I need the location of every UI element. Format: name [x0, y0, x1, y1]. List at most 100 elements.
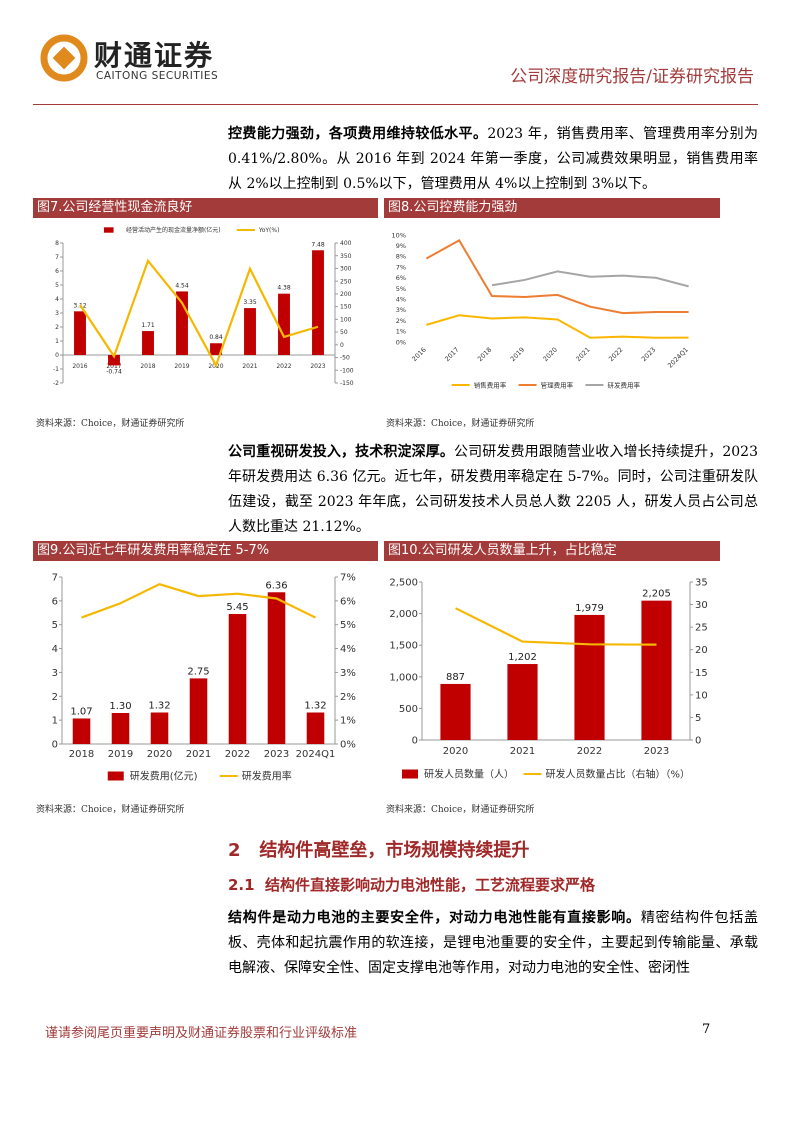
x-tick-label: 2021 [574, 346, 591, 363]
source: 资料来源：Choice，财通证券研究所 [36, 419, 185, 429]
tick-label: 6% [396, 274, 406, 282]
bar [440, 683, 471, 740]
logo-cn: 财通证券 [94, 39, 215, 72]
data-label: 7.48 [311, 241, 325, 248]
bar [210, 343, 222, 355]
lead: 结构件是动力电池的主要安全件，对动力电池性能有直接影响。 [228, 910, 641, 926]
tick-label: 50 [340, 329, 348, 336]
tick-label: 4 [55, 296, 59, 303]
legend-swatch [402, 769, 418, 779]
legend-swatch [107, 771, 124, 781]
tick-label: 4 [52, 644, 58, 655]
tick-label: -50 [340, 355, 350, 362]
data-label: 5.45 [226, 602, 248, 613]
x-tick-label: 2024Q1 [666, 346, 690, 370]
data-label: 1.71 [141, 322, 155, 329]
bar [244, 308, 256, 355]
figure-title: 图10.公司研发人员数量上升，占比稳定 [384, 541, 720, 561]
tick-label: 1,000 [389, 672, 418, 683]
x-tick-label: 2020 [147, 749, 172, 760]
tick-label: 200 [340, 291, 352, 298]
bar [641, 600, 672, 740]
line [81, 582, 316, 619]
x-tick-label: 2019 [108, 749, 133, 760]
tick-label: 250 [340, 278, 352, 285]
tick-label: 0 [52, 740, 58, 751]
text: 精密结构件包括盖板、壳体和起抗震作用的软连接，是锂电池重要的安全件，主要起到传输… [228, 910, 759, 976]
x-tick-label: 2023 [640, 346, 657, 363]
tick-label: 35 [695, 578, 708, 589]
line [491, 270, 689, 288]
tick-label: 10% [392, 231, 406, 239]
lead: 公司重视研发投入，技术积淀深厚。 [228, 444, 454, 460]
x-tick-label: 2022 [577, 746, 602, 757]
x-tick-label: 2022 [225, 749, 250, 760]
source: 资料来源：Choice，财通证券研究所 [386, 805, 535, 815]
tick-label: 100 [340, 316, 352, 323]
tick-label: 6 [55, 268, 59, 275]
data-label: 0.84 [209, 334, 223, 341]
text: 2023 年，销售费用率、管理费用率分别为 0.41%/2.80%。从 2016… [228, 126, 759, 192]
figure-title: 图7.公司经营性现金流良好 [33, 198, 378, 218]
tick-label: 0 [340, 342, 344, 349]
tick-label: 0 [695, 736, 701, 747]
logo-en: CAITONG SECURITIES [96, 70, 219, 82]
x-tick-label: 2019 [509, 346, 526, 363]
tick-label: 0% [396, 338, 406, 346]
bar [150, 712, 169, 744]
section-heading: 2 结构件高壁垒，市场规模持续提升 [228, 836, 529, 862]
lead: 控费能力强劲，各项费用维持较低水平。 [228, 126, 488, 142]
tick-label: 3% [340, 668, 356, 679]
x-tick-label: 2021 [242, 363, 257, 370]
legend-label: YoY(%) [258, 227, 280, 234]
tick-label: 9% [396, 242, 406, 250]
bar [108, 355, 120, 366]
x-tick-label: 2020 [542, 346, 559, 363]
data-label: 1,979 [575, 603, 604, 614]
figure-title: 图8.公司控费能力强劲 [384, 198, 720, 218]
data-label: 6.36 [265, 580, 287, 591]
x-tick-label: 2023 [310, 363, 325, 370]
tick-label: 0% [340, 740, 356, 751]
chart: 0 1 2 3 4 5 6 7 0% 1% 2% 3% 4% 5% 6% 7% 2018 2019 2020 2021… [52, 573, 356, 783]
page-number: 7 [702, 1022, 711, 1037]
bar [267, 592, 286, 744]
data-label: 1.07 [70, 706, 92, 717]
data-label: 2,205 [642, 589, 671, 600]
tick-label: 2 [52, 692, 58, 703]
bar [176, 291, 188, 355]
tick-label: 150 [340, 304, 352, 311]
text: 结构件高壁垒，市场规模持续提升 [259, 840, 530, 861]
tick-label: 6% [340, 596, 356, 607]
x-tick-label: 2023 [264, 749, 289, 760]
tick-label: 5 [695, 713, 701, 724]
tick-label: 15 [695, 668, 708, 679]
bar [507, 664, 538, 740]
subsection-heading: 2.1 结构件直接影响动力电池性能，工艺流程要求严格 [228, 874, 595, 895]
chart: 0% 1% 2% 3% 4% 5% 6% 7% 8% 9% 10% 2016 2017 2018 2019 2… [392, 231, 690, 389]
x-tick-label: 2018 [476, 346, 493, 363]
bar [312, 250, 324, 355]
text: 公司研发费用跟随营业收入增长持续提升，2023 年研发费用达 6.36 亿元。近… [228, 444, 758, 535]
data-label: 1,202 [508, 652, 537, 663]
legend-label: 研发费用率 [242, 770, 292, 783]
number: 2 [228, 840, 241, 861]
data-label: 1.32 [304, 701, 326, 712]
tick-label: 10 [695, 690, 708, 701]
data-label: 2.75 [187, 666, 209, 677]
data-label: 4.54 [175, 282, 189, 289]
bar [278, 293, 290, 355]
x-tick-label: 2022 [276, 363, 291, 370]
chart: 0 500 1,000 1,500 2,000 2,500 0 5 10 15 20 25 30 35 20… [389, 578, 708, 781]
figure-title: 图9.公司近七年研发费用率稳定在 5-7% [33, 541, 378, 561]
tick-label: -2 [53, 380, 59, 387]
x-tick-label: 2018 [69, 749, 94, 760]
x-tick-label: 2022 [607, 346, 624, 363]
legend-label: 研发费用(亿元) [130, 770, 198, 783]
tick-label: 4% [396, 295, 406, 303]
source: 资料来源：Choice，财通证券研究所 [386, 419, 535, 429]
bar [189, 678, 208, 744]
tick-label: 400 [340, 240, 352, 247]
legend-label: 研发费用率 [607, 380, 640, 389]
tick-label: 3 [52, 668, 58, 679]
